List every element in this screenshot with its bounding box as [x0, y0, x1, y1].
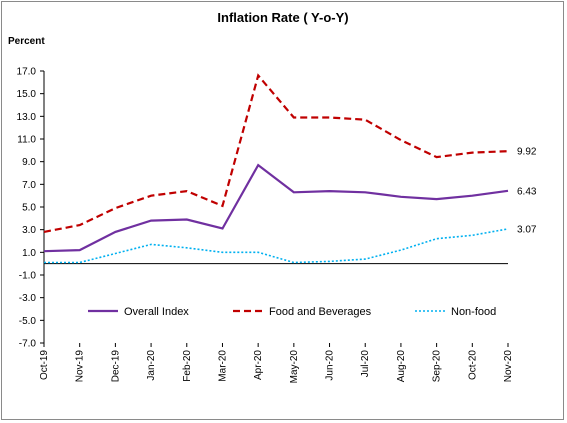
series-line-overall-index: [43, 163, 509, 253]
end-value-label: 3.07: [517, 224, 537, 235]
legend: Overall Index Food and Beverages Non-food: [88, 306, 496, 318]
x-tick-label: Nov-20: [503, 350, 514, 383]
y-tick-label: 15.0: [17, 89, 37, 100]
x-tick-label: Oct-20: [467, 350, 478, 380]
y-tick-label: -5.0: [19, 316, 37, 327]
x-tick-label: Jul-20: [360, 350, 371, 378]
y-tick-label: -7.0: [19, 339, 37, 350]
y-axis-label: Percent: [8, 36, 45, 47]
series-layer: 6.43 9.92 3.07: [43, 73, 537, 264]
x-tick-label: Mar-20: [217, 350, 228, 382]
x-tick-label: Oct-19: [39, 350, 50, 380]
x-tick-label: Nov-19: [75, 350, 86, 383]
end-value-label: 6.43: [517, 186, 537, 197]
x-tick-label: Dec-19: [110, 350, 121, 383]
x-tick-label: Feb-20: [182, 350, 193, 382]
legend-label: Overall Index: [124, 306, 189, 318]
y-tick-label: -1.0: [19, 271, 37, 282]
chart-title: Inflation Rate ( Y-o-Y): [217, 10, 348, 25]
x-tick-label: Sep-20: [432, 350, 443, 383]
x-tick-label: Jan-20: [146, 350, 157, 381]
axes: 17.0 15.0 13.0 11.0 9.0 7.0 5.0 3.0 1.0 -1.0 -3.0 -…: [17, 67, 514, 384]
x-tick-label: Jun-20: [325, 350, 336, 381]
y-tick-label: 11.0: [17, 135, 36, 146]
y-tick-label: 7.0: [22, 180, 36, 191]
y-tick-label: 3.0: [22, 225, 36, 236]
end-value-label: 9.92: [517, 147, 537, 158]
x-tick-label: Aug-20: [396, 350, 407, 383]
series-line-non-food: [44, 228, 509, 264]
x-tick-label: Apr-20: [253, 350, 264, 380]
y-tick-label: 1.0: [22, 248, 36, 259]
y-tick-label: 13.0: [17, 112, 37, 123]
y-tick-label: 17.0: [17, 67, 37, 78]
y-tick-label: -3.0: [19, 293, 37, 304]
legend-label: Non-food: [451, 306, 496, 318]
y-tick-label: 9.0: [22, 157, 36, 168]
series-line-food-and-beverages: [43, 73, 509, 233]
y-tick-label: 5.0: [22, 203, 36, 214]
x-tick-label: May-20: [289, 350, 300, 384]
legend-label: Food and Beverages: [269, 306, 372, 318]
